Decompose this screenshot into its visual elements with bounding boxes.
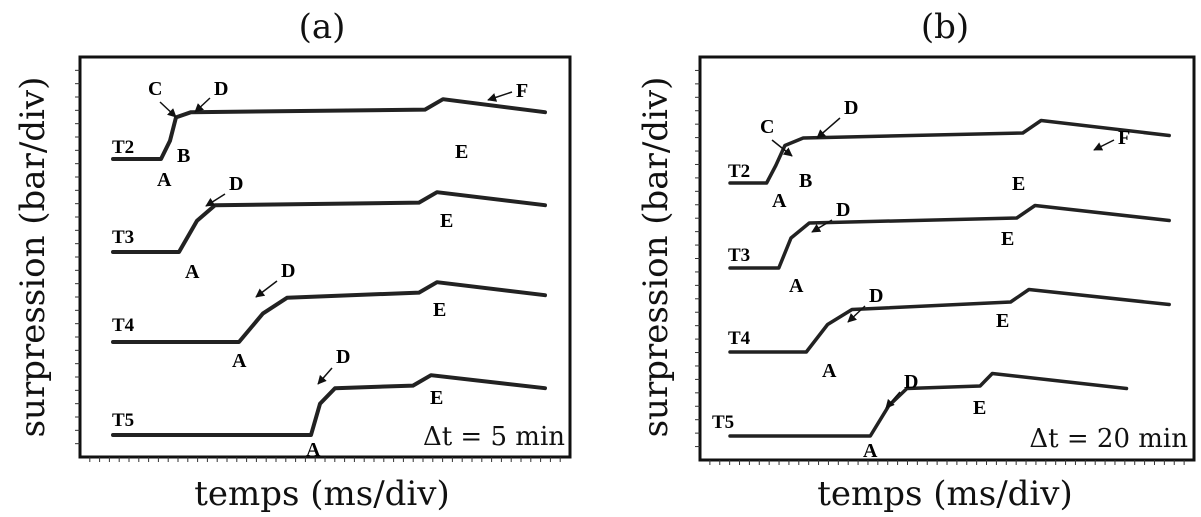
panel-b-xlabel: temps (ms/div): [817, 474, 1073, 514]
panel-a-t4-point-a: A: [232, 350, 247, 372]
panel-a-t2-point-f: F: [516, 80, 528, 102]
panel-a-t3-point-e: E: [440, 210, 453, 232]
panel-b-t2-arrow-c: [771, 139, 793, 157]
panel-b-t2-point-b: B: [799, 170, 812, 192]
panel-a-ticks: [75, 69, 561, 462]
panel-a-t2-point-c: C: [148, 78, 162, 100]
panel-b-t2-point-c: C: [760, 116, 774, 138]
panel-b-t3-arrow-d: [811, 219, 833, 233]
panel-a-t5-arrow-d: [317, 367, 333, 385]
panel-a-title: (a): [299, 7, 346, 47]
panel-b-label-t5: T5: [712, 412, 734, 433]
panel-a-t5-point-a: A: [306, 439, 321, 461]
panel-b-t4-point-a: A: [822, 360, 837, 382]
panel-a-t5-point-e: E: [430, 387, 443, 409]
panel-a-t3-point-a: A: [185, 261, 200, 283]
panel-a-t3-point-d: D: [229, 173, 243, 195]
panel-b-label-t2: T2: [728, 161, 750, 182]
panel-a-t2-arrow-d: [194, 97, 211, 113]
panel-b-t2-point-a: A: [772, 190, 787, 212]
panel-b-label-t4: T4: [728, 328, 751, 349]
panel-a-t2-arrow-f: [487, 91, 513, 102]
panel-a-t4-arrow-d: [255, 280, 278, 298]
panel-a-ylabel: surpression (bar/div): [13, 77, 53, 438]
panel-a-t5-point-d: D: [336, 346, 350, 368]
panel-b-t2-point-e: E: [1012, 173, 1025, 195]
panel-b-t4-point-e: E: [996, 310, 1009, 332]
panel-a-t2-point-e: E: [455, 141, 468, 163]
panel-a-t2-point-a: A: [157, 169, 172, 191]
panel-b-trace-t3: [728, 203, 1171, 270]
panel-b-title: (b): [921, 7, 969, 47]
panel-a-t3-arrow-d: [205, 193, 226, 207]
panel-a-delta-t: Δt = 5 min: [423, 422, 565, 452]
panel-a-label-t2: T2: [112, 137, 134, 158]
panel-a-label-t4: T4: [112, 315, 135, 336]
panel-a-t4-point-e: E: [433, 299, 446, 321]
panel-a-trace-t4: [111, 280, 547, 344]
panel-b-t3-point-a: A: [789, 275, 804, 297]
panel-a-t2-point-b: B: [177, 145, 190, 167]
panel-b-trace-t4: [728, 287, 1171, 354]
panel-b-t4-arrow-d: [847, 305, 866, 323]
panel-b-t5-point-d: D: [904, 371, 918, 393]
panel-b-t2-arrow-d: [816, 117, 841, 139]
panel-a-xlabel: temps (ms/div): [194, 474, 450, 514]
panel-a-trace-t3: [111, 190, 547, 254]
panel-a-t2-point-d: D: [214, 78, 228, 100]
panel-b-ticks: [695, 69, 1185, 465]
panel-a-label-t3: T3: [112, 227, 134, 248]
panel-a-label-t5: T5: [112, 410, 134, 431]
panel-b-t5-point-a: A: [863, 440, 878, 462]
panel-b-trace-t2: [728, 118, 1171, 185]
panel-b-t3-point-e: E: [1001, 228, 1014, 250]
panel-b-t5-arrow-d: [885, 391, 901, 409]
panel-a-trace-t5: [111, 373, 547, 437]
panel-b-trace-t5: [728, 371, 1129, 438]
panel-b-t3-point-d: D: [836, 199, 850, 221]
panel-b-ylabel: surpression (bar/div): [636, 77, 676, 438]
panel-a-t2-arrow-c: [159, 101, 177, 118]
panel-b-t2-point-f: F: [1118, 127, 1130, 149]
panel-b-t4-point-d: D: [869, 285, 883, 307]
panel-a-t4-point-d: D: [281, 260, 295, 282]
panel-b-t5-point-e: E: [973, 397, 986, 419]
panel-b-t2-point-d: D: [844, 97, 858, 119]
panel-b-delta-t: Δt = 20 min: [1029, 424, 1188, 454]
panel-a-plot: T2 T3 T4 T5 A B C D E F A D E A D E A D …: [111, 78, 565, 461]
panel-b-plot: T2 T3 T4 T5 A B C D E F A D E A D E A D …: [712, 97, 1188, 462]
panel-b-label-t3: T3: [728, 245, 750, 266]
panel-b-t2-arrow-f: [1093, 139, 1115, 151]
panel-a-trace-t2: [111, 97, 547, 161]
